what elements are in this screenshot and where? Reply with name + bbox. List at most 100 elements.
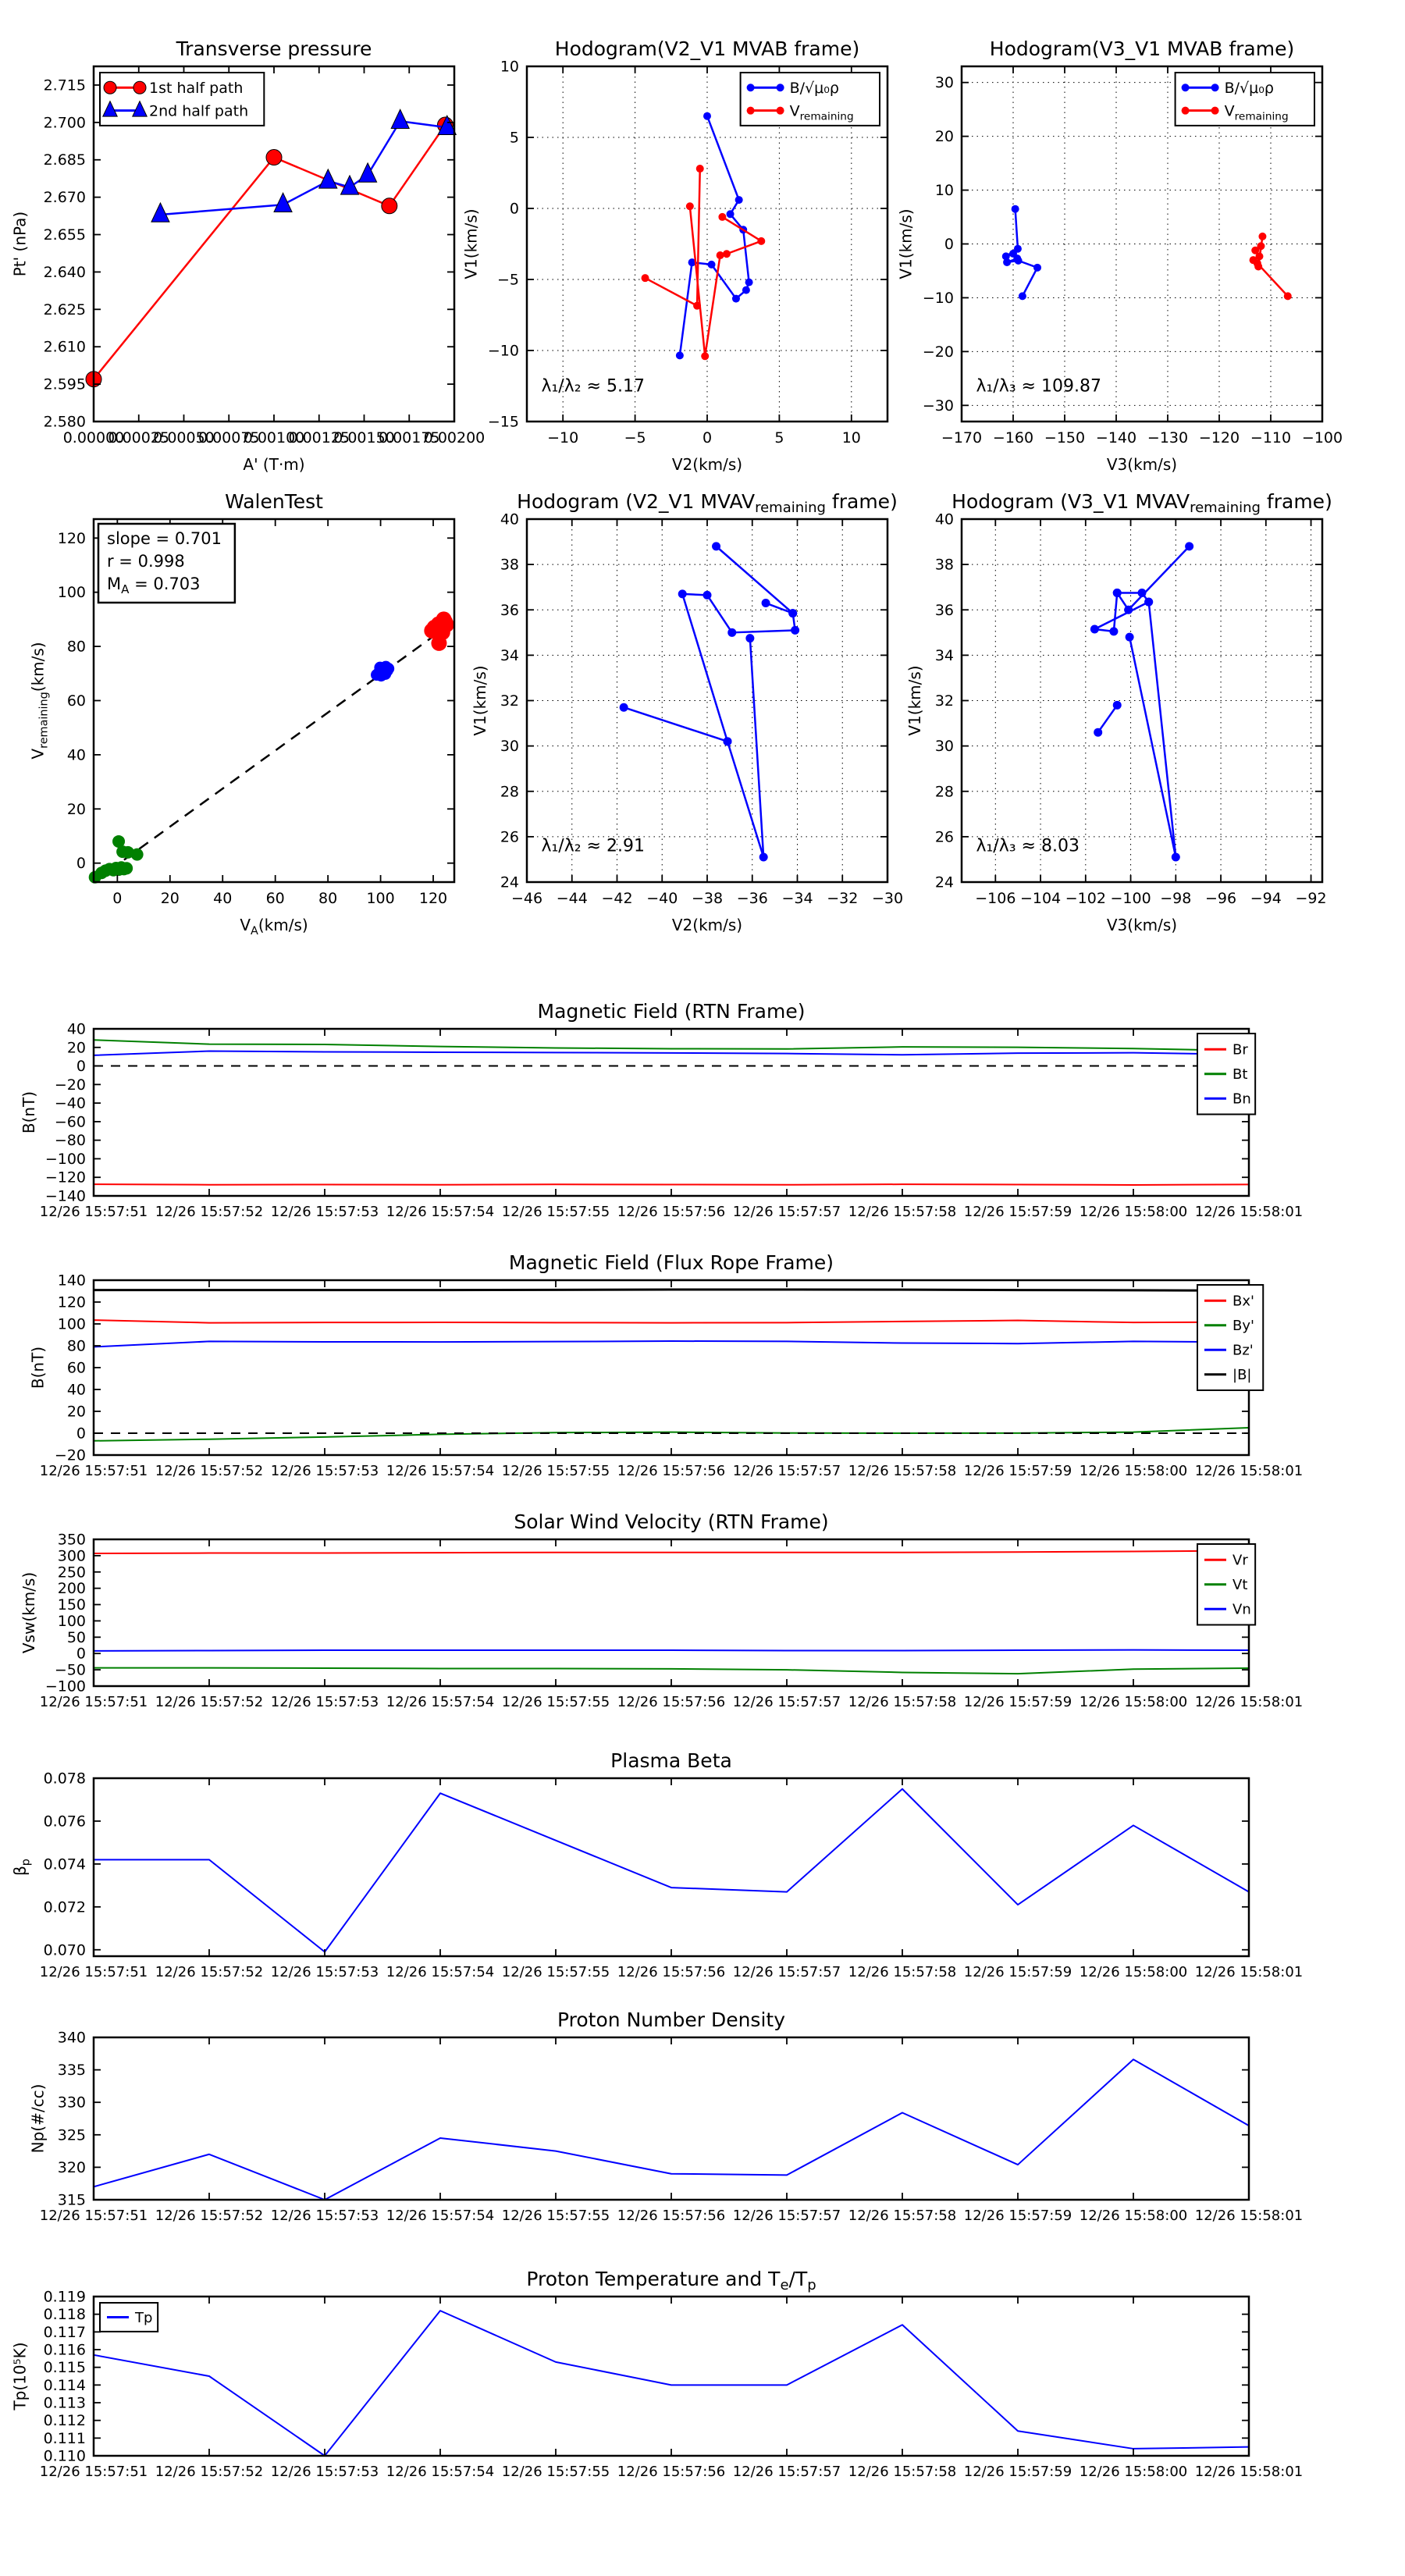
y-tick-label: 10 (500, 59, 519, 76)
data-point (1283, 292, 1292, 301)
data-point (357, 162, 378, 183)
series-Tp (93, 2310, 1250, 2457)
data-point (742, 286, 750, 294)
data-point (791, 625, 800, 635)
data-point (1257, 242, 1265, 251)
y-tick-label: 10 (935, 182, 954, 199)
y-tick-label: 0.076 (44, 1813, 86, 1830)
y-tick-label: 32 (500, 692, 519, 710)
y-tick-label: 0.078 (44, 1770, 86, 1788)
legend-box (99, 72, 265, 126)
x-tick-label: −130 (1147, 429, 1188, 447)
x-tick-label: 60 (266, 890, 285, 907)
x-tick-label: −10 (547, 429, 578, 447)
y-tick-label: 0 (76, 1058, 86, 1075)
x-tick-label: −140 (1096, 429, 1136, 447)
data-point (726, 210, 735, 219)
hodogram-v2v1-mvab: −10 −5 0 5 10 10 5 0 −5 −10 −15 Hodogram(V2_V1 MVAB… (462, 37, 889, 474)
magnetic-field-flux-rope: 12/26 15:57:51 12/26 15:57:52 12/26 15:57:… (29, 1251, 1304, 1479)
y-tick-label: 0.074 (44, 1856, 86, 1873)
x-tick-label: −106 (975, 890, 1016, 907)
data-point (130, 848, 144, 861)
x-tick-label: −34 (781, 890, 813, 907)
data-point (1251, 246, 1260, 254)
y-axis-label: V1(km/s) (462, 208, 481, 279)
legend-label: Tp (134, 2310, 152, 2326)
data-point (712, 542, 721, 551)
y-tick-label: 2.610 (44, 339, 86, 356)
x-tick-label: 12/26 15:57:58 (848, 1463, 956, 1479)
x-tick-label: 12/26 15:57:52 (155, 1204, 263, 1220)
data-point (1094, 728, 1103, 737)
x-tick-label: −100 (1110, 890, 1151, 907)
x-tick-label: 12/26 15:57:56 (617, 1204, 725, 1220)
series-fit (93, 622, 453, 883)
x-tick-label: 12/26 15:57:51 (40, 1463, 148, 1479)
data-point (701, 352, 710, 361)
legend-label: Bt (1232, 1066, 1247, 1083)
proton-temperature: 12/26 15:57:51 12/26 15:57:52 12/26 15:57:… (11, 2268, 1304, 2480)
y-tick-label: 0.072 (44, 1898, 86, 1916)
series-Bx' (93, 1319, 1250, 1324)
legend-label: Br (1232, 1042, 1248, 1059)
series-V remaining a (644, 169, 702, 307)
y-tick-label: 315 (58, 2192, 86, 2209)
x-tick-label: 0.00100 (244, 429, 305, 447)
y-tick-label: 100 (58, 1613, 86, 1630)
x-tick-label: 12/26 15:57:52 (155, 2464, 263, 2480)
x-tick-label: 0.00150 (333, 429, 395, 447)
data-point (745, 634, 755, 643)
x-tick-label: 12/26 15:57:58 (848, 1964, 956, 1980)
y-tick-label: 2.640 (44, 264, 86, 281)
x-tick-label: 12/26 15:57:59 (964, 1463, 1072, 1479)
data-point (1014, 256, 1023, 265)
series-beta (94, 1788, 1250, 1953)
legend-marker (746, 84, 755, 92)
legend-label: Vn (1232, 1602, 1251, 1618)
data-point (731, 294, 740, 303)
x-tick-label: 12/26 15:57:56 (617, 1964, 725, 1980)
data-point (745, 278, 753, 286)
y-tick-label: 0.113 (44, 2395, 86, 2412)
x-tick-label: 12/26 15:58:01 (1195, 2208, 1303, 2224)
y-tick-label: −20 (55, 1076, 86, 1094)
x-tick-label: 12/26 15:57:59 (964, 2464, 1072, 2480)
y-tick-label: 24 (500, 874, 519, 891)
data-point (379, 667, 392, 680)
series-Bn (93, 1050, 1250, 1056)
x-tick-label: 12/26 15:57:56 (617, 2464, 725, 2480)
data-point (1109, 627, 1119, 636)
x-tick-label: 40 (213, 890, 232, 907)
x-tick-label: 12/26 15:57:52 (155, 1463, 263, 1479)
data-point (1124, 605, 1133, 614)
y-tick-label: −80 (55, 1132, 86, 1149)
data-point (678, 589, 687, 599)
series-V path 1 (623, 545, 796, 743)
x-tick-label: 12/26 15:57:52 (155, 1694, 263, 1710)
y-tick-label: 24 (935, 874, 954, 891)
legend-marker (1211, 84, 1219, 92)
plot-title: Magnetic Field (Flux Rope Frame) (509, 1251, 834, 1274)
y-tick-label: −100 (45, 1678, 86, 1695)
x-tick-label: 12/26 15:57:59 (964, 1204, 1072, 1220)
y-tick-label: 2.700 (44, 114, 86, 131)
axes-frame (92, 1279, 1250, 1457)
y-tick-label: 30 (500, 738, 519, 755)
data-point (273, 192, 293, 213)
y-tick-label: 300 (58, 1547, 86, 1564)
data-point (151, 201, 170, 222)
x-axis-label: V3(km/s) (1107, 455, 1177, 474)
x-tick-label: 12/26 15:57:53 (271, 1964, 379, 1980)
annotation: λ₁/λ₃ ≈ 109.87 (976, 376, 1101, 396)
series-B/√μ₀ρ (678, 116, 750, 356)
x-tick-label: 0.00000 (63, 429, 125, 447)
x-tick-label: 12/26 15:57:59 (964, 1964, 1072, 1980)
y-tick-label: −5 (497, 272, 519, 289)
x-tick-label: −160 (993, 429, 1033, 447)
x-tick-label: 12/26 15:57:55 (502, 1964, 610, 1980)
y-axis-label: V1(km/s) (905, 665, 924, 735)
y-tick-label: 0.119 (44, 2289, 86, 2306)
x-tick-label: 12/26 15:57:57 (733, 2464, 841, 2480)
data-point (757, 237, 766, 245)
y-tick-label: 200 (58, 1580, 86, 1597)
